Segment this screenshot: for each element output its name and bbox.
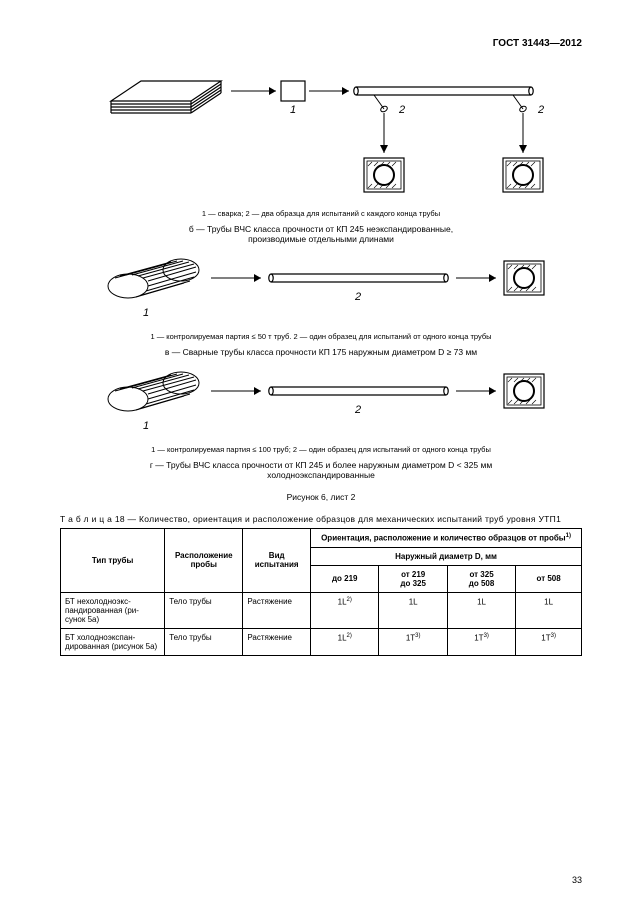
diagram-g: 1 2 bbox=[86, 369, 556, 439]
table-row: БТ холодноэкспан- дированная (рисунок 5а… bbox=[61, 628, 582, 655]
diagram-v-label-1: 1 bbox=[143, 307, 149, 319]
table-row: БТ нехолодноэкс- пандированная (ри- суно… bbox=[61, 592, 582, 628]
diagram-b-label-1: 1 bbox=[290, 104, 296, 116]
diagram-b-legend: 1 — сварка; 2 — два образца для испытани… bbox=[60, 209, 582, 218]
diagram-v-label-2: 2 bbox=[354, 291, 361, 303]
col-test: Вид испытания bbox=[243, 529, 311, 593]
col-diam: Наружный диаметр D, мм bbox=[311, 547, 582, 565]
standard-header: ГОСТ 31443—2012 bbox=[60, 38, 582, 49]
table-caption: Т а б л и ц а 18 — Количество, ориентаци… bbox=[60, 514, 582, 524]
col-orient: Ориентация, расположение и количество об… bbox=[311, 529, 582, 548]
diagram-v-title: в — Сварные трубы класса прочности КП 17… bbox=[60, 347, 582, 357]
col-d4: от 508 bbox=[516, 565, 582, 592]
col-d2: от 219до 325 bbox=[379, 565, 447, 592]
diagram-g-title: г — Трубы ВЧС класса прочности от КП 245… bbox=[60, 460, 582, 480]
figure-label: Рисунок 6, лист 2 bbox=[60, 492, 582, 502]
page-number: 33 bbox=[572, 875, 582, 885]
data-table: Тип трубы Расположение пробы Вид испытан… bbox=[60, 528, 582, 656]
diagram-g-label-1: 1 bbox=[143, 420, 149, 432]
diagram-b-label-2a: 2 bbox=[398, 104, 405, 116]
diagram-b-label-2b: 2 bbox=[537, 104, 544, 116]
col-d3: от 325до 508 bbox=[447, 565, 515, 592]
diagram-g-label-2: 2 bbox=[354, 404, 361, 416]
col-loc: Расположение пробы bbox=[165, 529, 243, 593]
diagram-v-legend: 1 — контролируемая партия ≤ 50 т труб. 2… bbox=[60, 332, 582, 341]
diagram-g-legend: 1 — контролируемая партия ≤ 100 труб; 2 … bbox=[60, 445, 582, 454]
diagram-b-title: б — Трубы ВЧС класса прочности от КП 245… bbox=[60, 224, 582, 244]
diagram-b: 1 2 2 bbox=[91, 63, 551, 203]
col-type: Тип трубы bbox=[61, 529, 165, 593]
diagram-v: 1 2 bbox=[86, 256, 556, 326]
col-d1: до 219 bbox=[311, 565, 379, 592]
